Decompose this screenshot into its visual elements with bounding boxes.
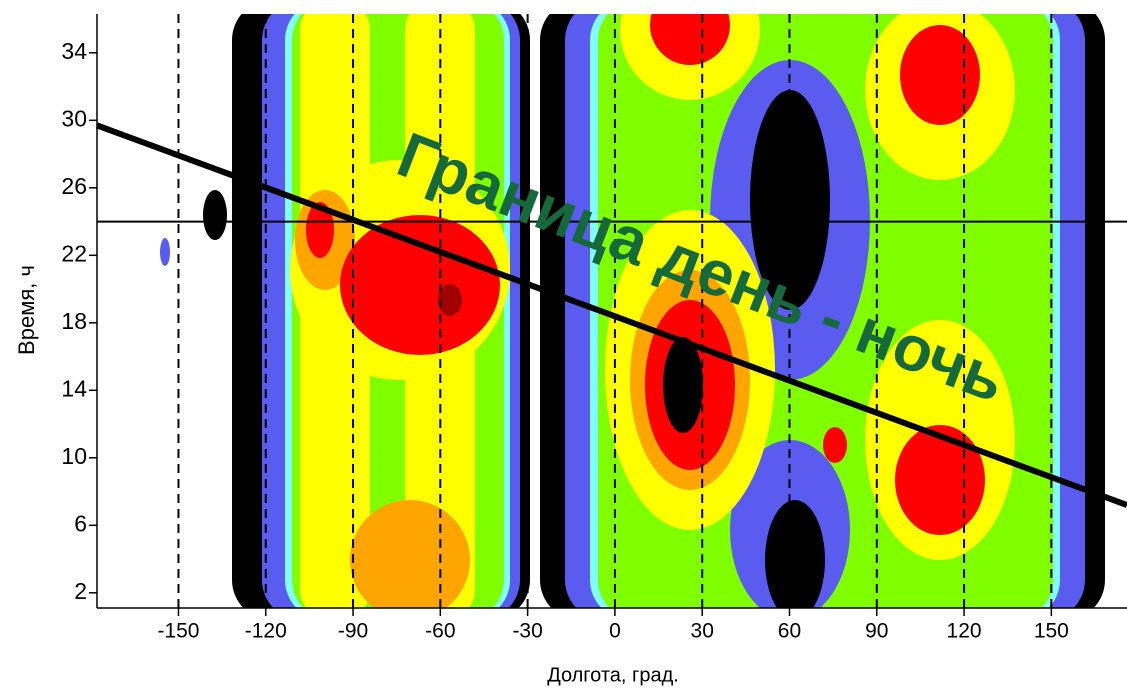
- x-axis-label: Долгота, град.: [547, 664, 679, 686]
- y-tick-label: 10: [61, 443, 87, 469]
- x-tick-label: -90: [338, 620, 368, 643]
- x-tick-label: 90: [865, 620, 888, 643]
- x-tick-label: -150: [157, 620, 199, 643]
- boundary-line: [95, 122, 1127, 508]
- y-tick-label: 2: [74, 578, 87, 604]
- y-axis-label: Время, ч: [14, 265, 39, 355]
- y-tick-label: 34: [61, 38, 87, 64]
- x-tick-label: 120: [947, 620, 982, 643]
- axes: -150 -120 -90 -60 -30 0 30 60 90 120 1502610141822…: [61, 14, 1127, 643]
- x-tick-label: -60: [425, 620, 455, 643]
- y-tick-label: 6: [74, 510, 87, 536]
- y-tick-label: 14: [61, 375, 87, 401]
- x-tick-label: 150: [1034, 620, 1069, 643]
- y-tick-label: 18: [61, 308, 87, 334]
- y-tick-label: 26: [61, 173, 87, 199]
- x-tick-label: 30: [691, 620, 714, 643]
- x-tick-label: -30: [512, 620, 542, 643]
- y-tick-label: 30: [61, 105, 87, 131]
- y-tick-label: 22: [61, 240, 87, 266]
- x-tick-label: 0: [609, 620, 621, 643]
- x-tick-label: -120: [245, 620, 287, 643]
- x-tick-label: 60: [778, 620, 801, 643]
